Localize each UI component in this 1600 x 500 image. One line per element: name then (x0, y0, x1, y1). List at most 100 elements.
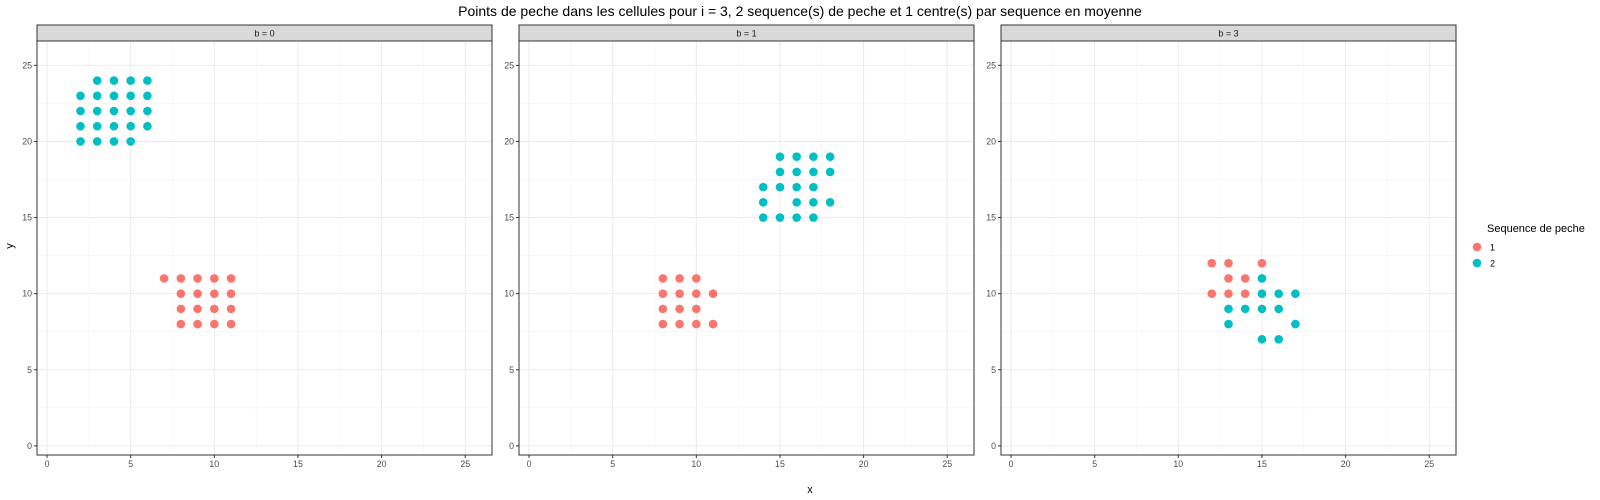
data-point-series-2 (1257, 274, 1267, 283)
data-point-series-2 (76, 137, 85, 146)
x-tick-label: 20 (859, 459, 869, 469)
y-tick-label: 20 (504, 136, 514, 146)
data-point-series-1 (210, 274, 219, 283)
data-point-series-2 (1224, 304, 1233, 314)
data-point-series-1 (658, 319, 668, 329)
y-axis-title: y (4, 243, 16, 249)
data-point-series-1 (176, 274, 186, 283)
y-tick-label: 20 (986, 136, 996, 146)
data-point-series-1 (1224, 289, 1233, 298)
y-tick-label: 25 (504, 60, 514, 70)
data-point-series-1 (692, 319, 701, 329)
data-point-series-1 (176, 289, 186, 298)
data-point-series-1 (675, 289, 684, 298)
x-tick-label: 5 (1092, 459, 1097, 469)
data-point-series-1 (1240, 274, 1250, 283)
data-point-series-2 (143, 76, 152, 85)
data-point-series-1 (193, 274, 202, 283)
x-tick-label: 0 (45, 459, 50, 469)
x-tick-label: 25 (1424, 459, 1434, 469)
y-tick-label: 10 (986, 289, 996, 299)
data-point-series-1 (1207, 289, 1217, 298)
y-tick-label: 15 (986, 213, 996, 223)
data-point-series-2 (1291, 319, 1300, 329)
x-tick-label: 5 (610, 459, 615, 469)
data-point-series-2 (109, 121, 119, 131)
data-point-series-1 (210, 319, 219, 329)
data-point-series-2 (825, 167, 835, 177)
data-point-series-2 (792, 152, 801, 161)
data-point-series-2 (109, 137, 119, 146)
data-point-series-1 (692, 289, 701, 298)
x-tick-label: 15 (1257, 459, 1267, 469)
facet-strip-label: b = 1 (736, 29, 756, 39)
x-tick-label: 25 (942, 459, 952, 469)
facet-panels: b = 0 0 5 10 15 20 25 0 5 10 15 20 25 b = 1 0 5 10 15 20 25… (22, 24, 1457, 469)
data-point-series-1 (1240, 289, 1250, 298)
facet-strip (1000, 24, 1457, 42)
data-point-series-1 (193, 289, 202, 298)
legend-key-1 (1472, 242, 1482, 252)
data-point-series-2 (126, 76, 135, 85)
facet-panel: b = 3 0 5 10 15 20 25 0 5 10 15 20 25 (986, 24, 1457, 469)
x-tick-label: 5 (128, 459, 133, 469)
panel-background (1001, 41, 1456, 455)
data-point-series-2 (76, 91, 85, 101)
data-point-series-2 (109, 76, 119, 85)
data-point-series-2 (1274, 289, 1283, 298)
x-axis-title: x (807, 484, 813, 496)
data-point-series-1 (675, 319, 684, 329)
x-tick-label: 15 (775, 459, 785, 469)
data-point-series-2 (1274, 335, 1283, 344)
data-point-series-2 (809, 167, 818, 177)
y-tick-label: 5 (27, 365, 32, 375)
data-point-series-2 (792, 167, 801, 177)
data-point-series-2 (76, 121, 85, 131)
data-point-series-2 (143, 106, 152, 116)
data-point-series-1 (1207, 258, 1217, 268)
data-point-series-1 (193, 304, 202, 314)
legend-label-2: 2 (1490, 259, 1495, 269)
facet-strip-label: b = 0 (254, 29, 274, 39)
data-point-series-1 (658, 289, 668, 298)
facet-strip (518, 24, 975, 42)
data-point-series-2 (809, 213, 818, 222)
data-point-series-1 (692, 304, 701, 314)
data-point-series-2 (1224, 319, 1233, 329)
data-point-series-2 (1257, 335, 1267, 344)
data-point-series-1 (1224, 274, 1233, 283)
x-tick-label: 20 (1341, 459, 1351, 469)
facet-panel: b = 0 0 5 10 15 20 25 0 5 10 15 20 25 (22, 24, 493, 469)
data-point-series-2 (775, 213, 785, 222)
data-point-series-1 (692, 274, 701, 283)
data-point-series-2 (775, 182, 785, 192)
data-point-series-2 (1257, 289, 1267, 298)
data-point-series-1 (226, 274, 236, 283)
facet-strip-label: b = 3 (1218, 29, 1238, 39)
data-point-series-2 (1257, 304, 1267, 314)
data-point-series-1 (159, 274, 169, 283)
y-tick-label: 15 (22, 213, 32, 223)
facet-strip (36, 24, 493, 42)
data-point-series-2 (809, 182, 818, 192)
data-point-series-2 (809, 198, 818, 207)
x-tick-label: 25 (460, 459, 470, 469)
x-tick-label: 15 (293, 459, 303, 469)
data-point-series-2 (92, 91, 102, 101)
data-point-series-2 (143, 121, 152, 131)
data-point-series-1 (226, 319, 236, 329)
y-tick-label: 5 (509, 365, 514, 375)
data-point-series-2 (792, 213, 801, 222)
data-point-series-2 (1240, 304, 1250, 314)
data-point-series-1 (1257, 258, 1267, 268)
data-point-series-2 (76, 106, 85, 116)
data-point-series-2 (109, 91, 119, 101)
x-tick-label: 0 (1009, 459, 1014, 469)
legend-key-2 (1472, 258, 1482, 268)
y-tick-label: 25 (986, 60, 996, 70)
legend-items: 12 (1472, 242, 1495, 269)
y-tick-label: 10 (504, 289, 514, 299)
data-point-series-2 (1274, 304, 1283, 314)
data-point-series-1 (210, 289, 219, 298)
data-point-series-2 (126, 137, 135, 146)
